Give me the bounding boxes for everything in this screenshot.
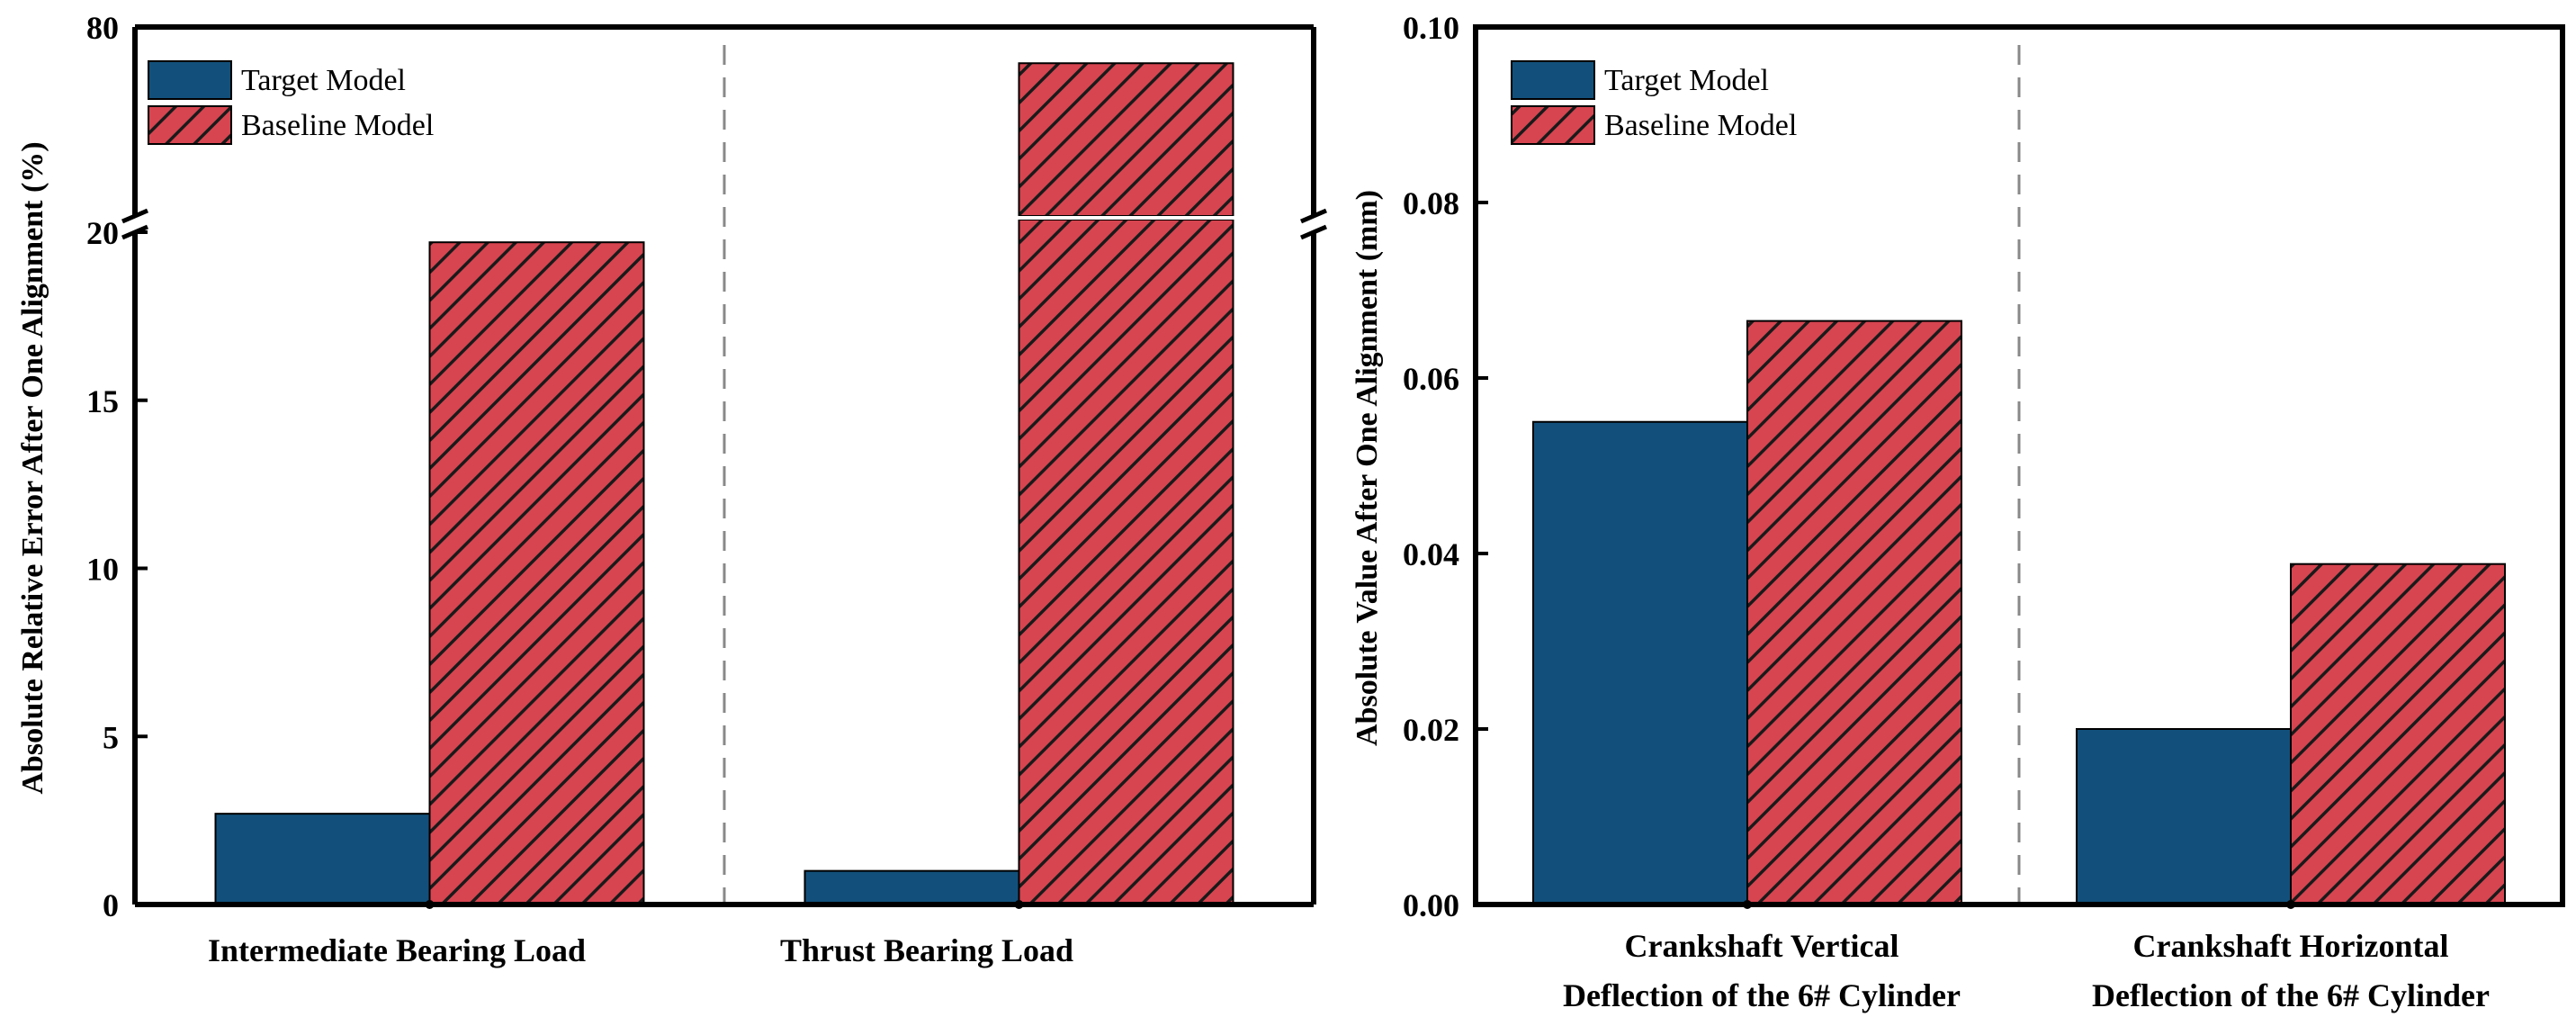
left-ticks: 0 5 10 15 20 80 xyxy=(86,10,148,923)
left-break-mark-right-a xyxy=(1300,208,1327,224)
right-legend-target-label: Target Model xyxy=(1604,64,1769,97)
right-ytick-label-0.10: 0.10 xyxy=(1403,10,1459,46)
left-plot-area: 0 5 10 15 20 80 xyxy=(86,10,1327,923)
left-ytick-label-5: 5 xyxy=(103,719,119,755)
left-target-bar-2 xyxy=(803,869,1020,906)
left-legend-target-swatch xyxy=(148,60,232,100)
left-baseline-bar-2-lower xyxy=(1018,219,1234,905)
right-category-label-2-line2: Deflection of the 6# Cylinder xyxy=(2092,977,2490,1013)
right-legend-baseline-swatch xyxy=(1511,105,1595,145)
right-target-bar-2 xyxy=(2076,728,2292,905)
right-ytick-label-0.04: 0.04 xyxy=(1403,536,1459,572)
right-frame-box xyxy=(1473,24,2565,907)
right-baseline-bar-2 xyxy=(2290,562,2506,905)
right-legend-target-swatch xyxy=(1511,60,1595,100)
left-legend-baseline-label: Baseline Model xyxy=(241,109,434,142)
left-ytick-label-20: 20 xyxy=(86,215,119,251)
chart-left: 0 5 10 15 20 80 Absolute Relative Error After… xyxy=(16,10,1327,968)
left-legend: Target Model Baseline Model xyxy=(148,60,434,145)
right-ticks: 0.00 0.02 0.04 0.06 0.08 0.10 xyxy=(1403,10,1488,923)
left-break-mark-right-b xyxy=(1300,224,1327,240)
left-bars xyxy=(214,62,1235,909)
right-ytick-label-0.00: 0.00 xyxy=(1403,887,1459,923)
left-break-mark-left-a xyxy=(121,208,148,224)
right-bars xyxy=(1532,320,2506,909)
right-target-bar-1 xyxy=(1532,420,1748,905)
right-category-label-2-line1: Crankshaft Horizontal xyxy=(2133,928,2449,964)
left-y-axis-label: Absolute Relative Error After One Alignm… xyxy=(16,141,49,794)
right-ytick-label-0.08: 0.08 xyxy=(1403,185,1459,221)
right-y-axis-label: Absolute Value After One Alignment (mm) xyxy=(1351,190,1384,746)
left-baseline-bar-2-upper xyxy=(1018,62,1234,217)
right-legend: Target Model Baseline Model xyxy=(1511,60,1797,145)
left-category-label-1: Intermediate Bearing Load xyxy=(208,932,586,968)
left-legend-baseline-swatch xyxy=(148,105,232,145)
left-ytick-label-15: 15 xyxy=(86,383,119,419)
right-ytick-label-0.02: 0.02 xyxy=(1403,712,1459,748)
left-frame xyxy=(121,24,1327,907)
left-legend-target-label: Target Model xyxy=(241,64,406,97)
left-ytick-label-80: 80 xyxy=(86,10,119,46)
left-baseline-bar-1 xyxy=(428,241,645,905)
left-target-bar-1 xyxy=(214,813,431,906)
right-ytick-label-0.06: 0.06 xyxy=(1403,361,1459,397)
right-legend-baseline-label: Baseline Model xyxy=(1604,109,1797,142)
chart-right: 0.00 0.02 0.04 0.06 0.08 0.10 Absolute Value … xyxy=(1351,10,2565,1013)
left-ytick-label-0: 0 xyxy=(103,887,119,923)
right-category-label-1-line2: Deflection of the 6# Cylinder xyxy=(1563,977,1961,1013)
right-frame xyxy=(1473,24,2565,907)
left-ytick-label-10: 10 xyxy=(86,552,119,588)
left-category-label-2: Thrust Bearing Load xyxy=(780,932,1073,968)
right-category-label-1-line1: Crankshaft Vertical xyxy=(1625,928,1899,964)
right-baseline-bar-1 xyxy=(1746,320,1962,905)
left-baseline-bar-2-break-gap xyxy=(1017,216,1235,220)
right-plot-area: 0.00 0.02 0.04 0.06 0.08 0.10 xyxy=(1403,10,2565,923)
